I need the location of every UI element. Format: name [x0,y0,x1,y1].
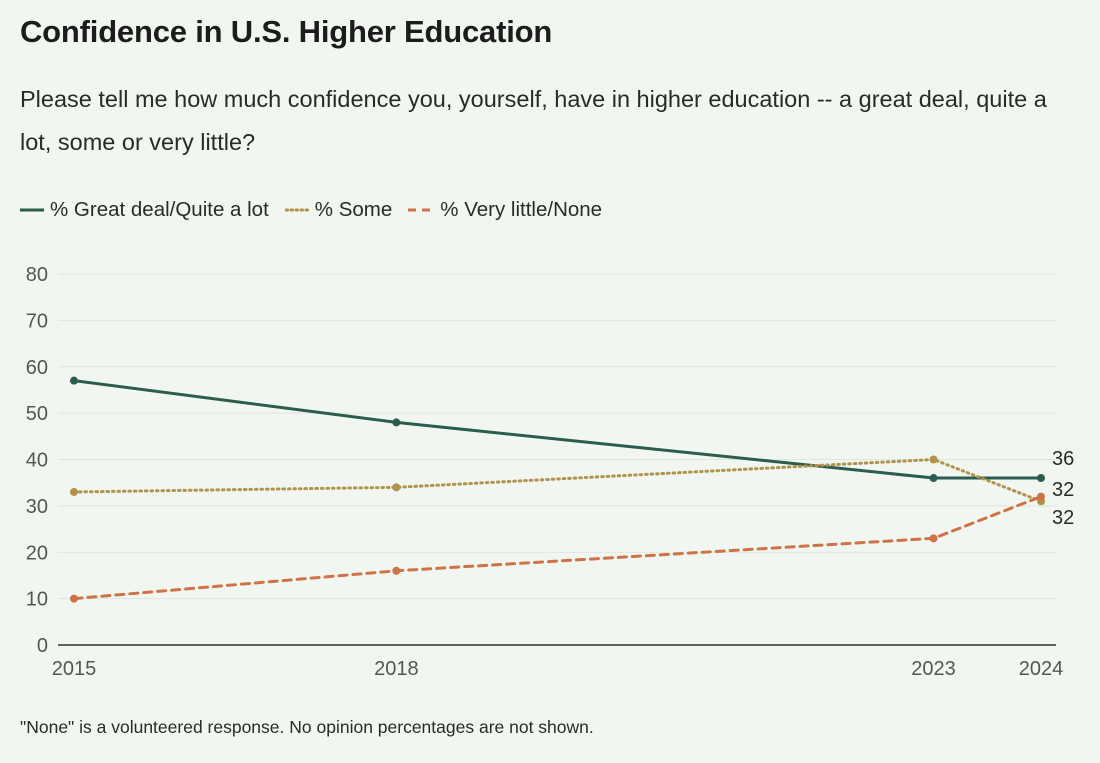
end-value-label: 32 [1052,507,1074,529]
y-tick-label: 70 [26,310,48,332]
footnote: "None" is a volunteered response. No opi… [20,717,594,737]
legend-label-some: % Some [314,198,393,221]
x-tick-label: 2023 [911,658,956,680]
y-tick-label: 0 [37,635,48,657]
data-point [70,487,78,496]
y-tick-label: 60 [26,357,48,379]
series-line-0 [72,379,1043,480]
data-point [392,566,401,575]
y-tick-label: 30 [26,496,48,518]
legend-swatch-dotted [284,208,309,212]
data-point [929,455,938,464]
data-point [70,594,78,603]
legend-swatch-dashed [408,208,435,212]
y-tick-label: 10 [26,589,48,611]
line-chart: 0 10 20 30 40 50 60 70 80 2015 2018 2023 2024 36 32 32 [26,264,1075,680]
legend-label-very-little: % Very little/None [440,198,603,221]
data-point [392,483,401,492]
data-point [929,534,938,543]
legend-item-very-little: % Very little/None [408,198,602,222]
x-tick-label: 2024 [1019,658,1064,680]
end-value-label: 36 [1052,448,1074,470]
legend-swatch-solid [20,208,44,212]
data-point [1037,492,1045,501]
series-line-2 [72,495,1043,601]
data-point [929,474,938,483]
y-tick-label: 20 [26,542,48,564]
y-tick-label: 80 [26,264,48,286]
y-tick-label: 50 [26,403,48,425]
chart-subtitle: Please tell me how much confidence you, … [20,86,1047,155]
data-point [1037,474,1045,483]
end-value-label: 32 [1052,479,1074,501]
y-tick-label: 40 [26,450,48,472]
x-tick-label: 2015 [52,658,97,680]
x-tick-label: 2018 [374,658,419,680]
chart-title: Confidence in U.S. Higher Education [20,14,553,49]
legend-label-great-deal: % Great deal/Quite a lot [50,198,269,221]
data-point [70,376,78,385]
legend-item-some: % Some [284,198,393,222]
series-line-1 [72,458,1043,503]
legend-item-great-deal: % Great deal/Quite a lot [20,198,269,222]
legend: % Great deal/Quite a lot % Some % Very l… [20,198,618,222]
data-point [392,418,401,427]
